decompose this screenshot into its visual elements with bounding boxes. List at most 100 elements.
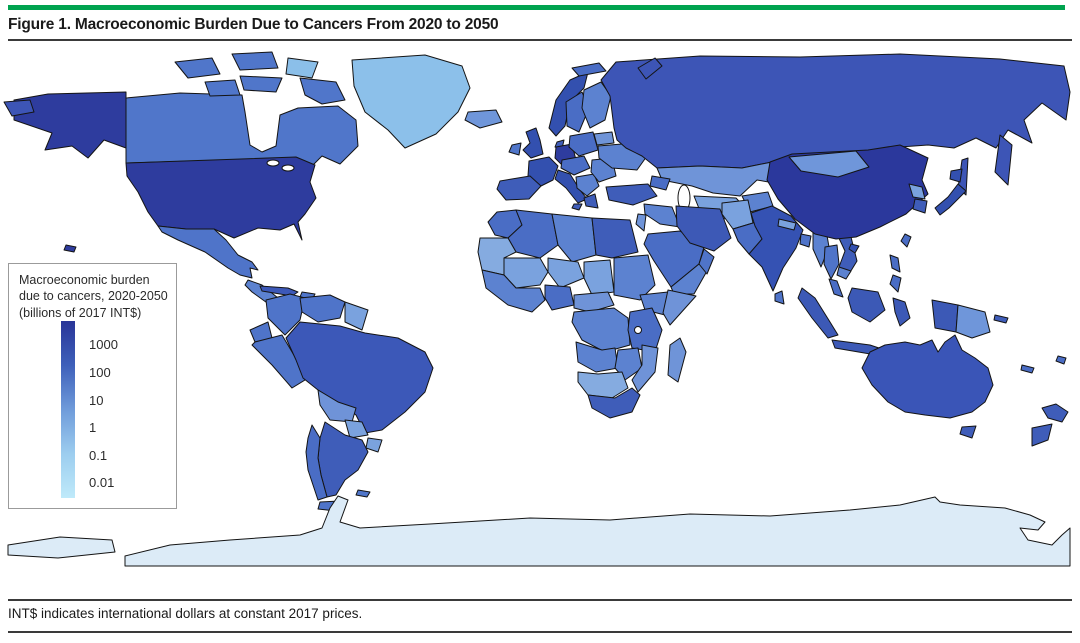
country-turkey [605,183,658,206]
country-australia [861,334,994,419]
footnote-divider-bottom [8,631,1072,633]
great-lakes [266,159,280,167]
country-new-zealand [1041,403,1069,423]
country-cambodia [836,266,852,280]
country-sri-lanka [774,290,785,305]
country-brazil [285,321,434,434]
great-lakes [281,164,295,172]
country-south-africa [587,387,641,419]
country-bangladesh [799,233,812,248]
island-taiwan [900,233,912,248]
legend-gradient-bar [61,321,75,498]
legend-title: Macroeconomic burden due to cancers, 202… [19,273,168,320]
country-thailand [823,244,840,280]
legend-tick: 100 [89,365,111,380]
legend-tick: 1000 [89,337,118,352]
island-falklands [355,489,371,498]
country-paraguay [344,419,369,439]
country-solomon-islands [993,314,1009,324]
island-fiji [1055,355,1067,365]
region-caucasus [649,175,671,191]
country-mexico [157,225,259,279]
country-south-korea [912,198,928,214]
country-mozambique [631,344,659,393]
country-greenland [351,54,471,149]
country-mongolia [788,150,870,178]
country-philippines [889,254,901,273]
country-peru [251,334,306,389]
country-usa-alaska [13,91,127,159]
country-colombia [265,293,306,336]
figure-title: Figure 1. Macroeconomic Burden Due to Ca… [8,16,499,33]
accent-bar [8,5,1065,10]
island-new-caledonia [1020,364,1035,374]
region-cameroon-car [573,291,615,313]
country-libya [551,213,597,263]
region-balkans [575,173,600,197]
island-hainan [848,243,860,254]
country-oman [698,248,715,275]
country-north-korea [908,183,926,200]
country-sudan [613,254,656,301]
figure-footnote: INT$ indicates international dollars at … [8,606,363,621]
country-nigeria [544,284,575,311]
arctic-island [239,75,283,93]
island-sulawesi [892,297,911,327]
lake-victoria [634,326,642,334]
country-drc [571,307,631,353]
arctic-island [231,51,279,71]
legend-tick: 0.01 [89,475,115,490]
country-uk [522,127,544,159]
island-borneo [847,287,886,323]
arctic-island [204,79,241,97]
island-novaya-zemlya [637,57,663,80]
region-namibia-botswana [577,371,629,399]
country-italy [554,169,588,204]
country-iran [675,205,732,252]
country-somalia [662,289,697,326]
country-uruguay [365,437,383,453]
region-chukotka [3,99,35,117]
region-kamchatka [994,134,1013,186]
island-tasmania [959,425,977,439]
country-chad [583,259,615,296]
country-papua-new-guinea [955,304,991,339]
title-divider [8,39,1072,41]
country-venezuela [299,294,346,323]
region-central-europe [560,155,591,176]
island-svalbard [571,62,607,77]
region-antarctica [124,495,1071,567]
region-iberia [496,175,542,201]
country-iceland [464,109,503,129]
legend-tick: 1 [89,420,97,435]
country-chile [305,424,328,501]
country-madagascar [667,337,687,383]
island-sumatra [797,287,839,339]
country-belarus [593,131,615,146]
country-niger [547,257,585,289]
country-malaysia [828,278,844,298]
region-west-new-guinea [931,299,959,333]
country-new-zealand [1031,423,1053,447]
region-syria-iraq [643,203,681,228]
country-ireland [508,142,522,156]
legend-tick: 0.1 [89,448,108,463]
footnote-divider-top [8,599,1072,601]
country-philippines [889,274,902,293]
country-canada-baffin [299,77,346,105]
country-usa-hawaii [63,244,77,253]
country-nepal [777,218,797,231]
country-egypt [591,217,639,259]
region-poland-baltics [568,131,599,157]
region-guyanas [344,301,369,331]
country-finland [581,81,612,129]
country-japan-hokkaido [949,168,963,183]
country-japan [934,183,967,216]
region-antarctica-west [7,536,116,559]
region-west-africa [481,269,546,313]
country-usa [125,156,317,241]
arctic-island [285,57,319,79]
island-sicily [571,203,583,211]
